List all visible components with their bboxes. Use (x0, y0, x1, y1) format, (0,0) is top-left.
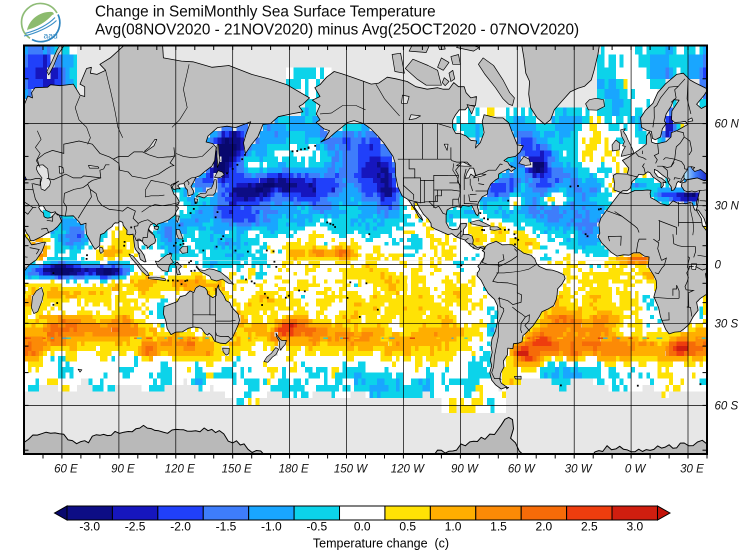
svg-text:Change in SemiMonthly Sea Surf: Change in SemiMonthly Sea Surface Temper… (95, 4, 436, 21)
svg-text:0 W: 0 W (625, 464, 647, 476)
svg-text:1.5: 1.5 (490, 520, 507, 534)
svg-text:30 W: 30 W (565, 464, 593, 476)
svg-text:3.0: 3.0 (626, 520, 643, 534)
svg-text:2.5: 2.5 (581, 520, 598, 534)
svg-text:2.0: 2.0 (536, 520, 553, 534)
svg-text:-2.0: -2.0 (170, 520, 191, 534)
svg-text:Avg(08NOV2020 - 21NOV2020) min: Avg(08NOV2020 - 21NOV2020) minus Avg(25O… (95, 22, 579, 39)
svg-text:aau: aau (44, 31, 58, 41)
svg-text:60 W: 60 W (508, 464, 536, 476)
svg-text:Temperature change (c): Temperature change (c) (313, 537, 449, 551)
svg-text:90 E: 90 E (111, 464, 135, 476)
svg-text:180 E: 180 E (279, 464, 309, 476)
svg-text:90 W: 90 W (451, 464, 479, 476)
svg-text:1.0: 1.0 (445, 520, 462, 534)
svg-text:150 W: 150 W (334, 464, 368, 476)
svg-text:30 E: 30 E (680, 464, 704, 476)
svg-text:-0.5: -0.5 (306, 520, 327, 534)
svg-text:0.0: 0.0 (354, 520, 371, 534)
svg-text:150 E: 150 E (222, 464, 252, 476)
svg-text:30 S: 30 S (715, 318, 739, 330)
svg-text:0: 0 (715, 260, 722, 272)
svg-text:-2.5: -2.5 (125, 520, 146, 534)
svg-text:0.5: 0.5 (399, 520, 416, 534)
svg-text:30 N: 30 N (715, 201, 740, 213)
svg-text:60 N: 60 N (715, 119, 740, 131)
svg-text:-1.0: -1.0 (261, 520, 282, 534)
svg-text:-1.5: -1.5 (216, 520, 237, 534)
svg-text:-3.0: -3.0 (79, 520, 100, 534)
svg-text:60 S: 60 S (715, 400, 739, 412)
svg-text:60 E: 60 E (54, 464, 78, 476)
svg-text:120 E: 120 E (165, 464, 195, 476)
svg-text:120 W: 120 W (391, 464, 425, 476)
